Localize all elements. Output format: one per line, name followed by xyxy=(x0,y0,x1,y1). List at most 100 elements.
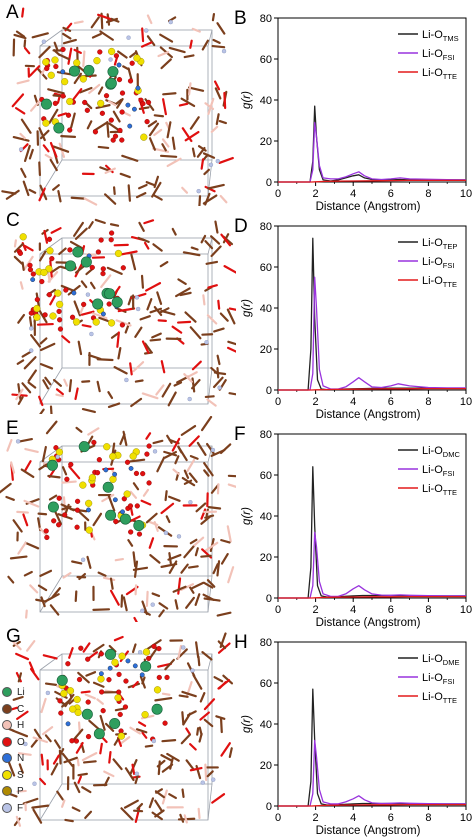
element-legend-label: P xyxy=(17,786,24,797)
sulfur-atom xyxy=(73,59,80,66)
oxygen-atom xyxy=(147,481,152,486)
solvent-bond xyxy=(190,41,191,48)
solvent-bond xyxy=(199,809,200,818)
plot-frame xyxy=(278,18,466,182)
fluorine-atom xyxy=(211,448,215,452)
y-axis-label: g(r) xyxy=(241,299,253,317)
solvent-bond xyxy=(128,540,132,546)
oxygen-atom xyxy=(31,272,36,277)
solvent-bond xyxy=(156,789,162,792)
solvent-bond xyxy=(32,806,48,808)
legend-subscript: TMS xyxy=(443,34,459,43)
lithium-ion xyxy=(92,299,102,309)
solvent-bond xyxy=(162,59,171,68)
solvent-bond xyxy=(201,556,210,557)
solvent-bond xyxy=(155,801,162,811)
solvent-bond xyxy=(191,117,199,128)
sulfur-atom xyxy=(69,706,76,713)
y-tick-label: 40 xyxy=(260,95,272,107)
y-tick-label: 80 xyxy=(260,221,272,233)
oxygen-atom xyxy=(56,522,61,527)
nitrogen-atom xyxy=(126,659,130,663)
solvent-bond xyxy=(51,160,57,170)
x-tick-label: 8 xyxy=(425,604,431,616)
solvent-bond xyxy=(43,447,46,461)
fluorine-atom xyxy=(29,326,33,330)
y-tick-label: 0 xyxy=(266,801,272,813)
solvent-bond xyxy=(72,198,85,199)
solvent-bond xyxy=(116,559,123,560)
nitrogen-atom xyxy=(61,70,65,74)
solvent-bond xyxy=(120,434,124,444)
sulfur-atom xyxy=(61,78,68,85)
solvent-bond xyxy=(79,342,81,354)
solvent-bond xyxy=(0,484,11,493)
sulfur-atom xyxy=(66,98,73,105)
solvent-bond xyxy=(161,311,174,315)
oxygen-atom xyxy=(120,91,125,96)
solvent-bond xyxy=(83,325,91,326)
solvent-bond xyxy=(16,654,28,659)
fluorine-atom xyxy=(218,386,222,390)
x-tick-label: 6 xyxy=(388,812,394,824)
solvent-bond xyxy=(78,759,79,765)
legend-subscript: TTE xyxy=(443,72,457,81)
solvent-bond xyxy=(22,383,30,392)
sulfur-atom xyxy=(56,449,63,456)
solvent-bond xyxy=(161,262,168,266)
solvent-bond xyxy=(54,756,59,764)
solvent-bond xyxy=(197,728,198,734)
oxygen-atom xyxy=(65,661,70,666)
sulfur-atom xyxy=(94,57,101,64)
solvent-bond xyxy=(222,554,228,563)
sulfur-atom xyxy=(115,250,122,257)
solvent-bond xyxy=(161,156,176,157)
oxygen-atom xyxy=(39,279,44,284)
solvent-bond xyxy=(130,363,131,374)
oxygen-atom xyxy=(101,271,106,276)
oxygen-atom xyxy=(85,657,90,662)
oxygen-atom xyxy=(157,675,162,680)
solvent-bond xyxy=(200,713,208,720)
solvent-bond xyxy=(121,808,132,819)
element-legend-item: Li xyxy=(2,687,25,698)
solvent-bond xyxy=(18,543,25,554)
legend-label-fsi: Li-OFSI xyxy=(422,256,454,270)
solvent-bond xyxy=(56,395,62,396)
solvent-bond xyxy=(2,191,15,193)
solvent-bond xyxy=(191,456,198,459)
solvent-bond xyxy=(147,592,148,606)
lithium-ion xyxy=(112,297,122,307)
solvent-bond xyxy=(163,99,166,114)
solvent-bond xyxy=(123,66,129,69)
oxygen-atom xyxy=(44,529,49,534)
oxygen-atom xyxy=(61,94,66,99)
solvent-bond xyxy=(159,761,160,774)
solvent-bond xyxy=(189,88,203,91)
solvent-bond xyxy=(89,652,97,658)
oxygen-atom xyxy=(44,66,49,71)
legend-subscript: FSI xyxy=(443,677,455,686)
solvent-bond xyxy=(62,482,75,483)
solvent-bond xyxy=(83,52,84,67)
solvent-bond xyxy=(131,255,135,269)
solvent-bond xyxy=(78,774,86,775)
solvent-bond xyxy=(220,121,226,123)
solvent-bond xyxy=(98,359,113,360)
y-tick-label: 60 xyxy=(260,54,272,66)
sulfur-atom xyxy=(34,314,41,321)
sulfur-atom xyxy=(20,233,27,240)
solvent-bond xyxy=(184,252,199,255)
y-tick-label: 40 xyxy=(260,511,272,523)
x-tick-label: 4 xyxy=(350,188,356,200)
fluorine-atom xyxy=(188,500,192,504)
lithium-ion xyxy=(105,649,115,659)
fluorine-atom xyxy=(46,691,50,695)
solvent-bond xyxy=(20,439,32,441)
solvent-bond xyxy=(202,417,211,430)
oxygen-atom xyxy=(99,238,104,243)
series-line-fsi xyxy=(278,277,466,390)
element-color-dot xyxy=(2,753,12,763)
